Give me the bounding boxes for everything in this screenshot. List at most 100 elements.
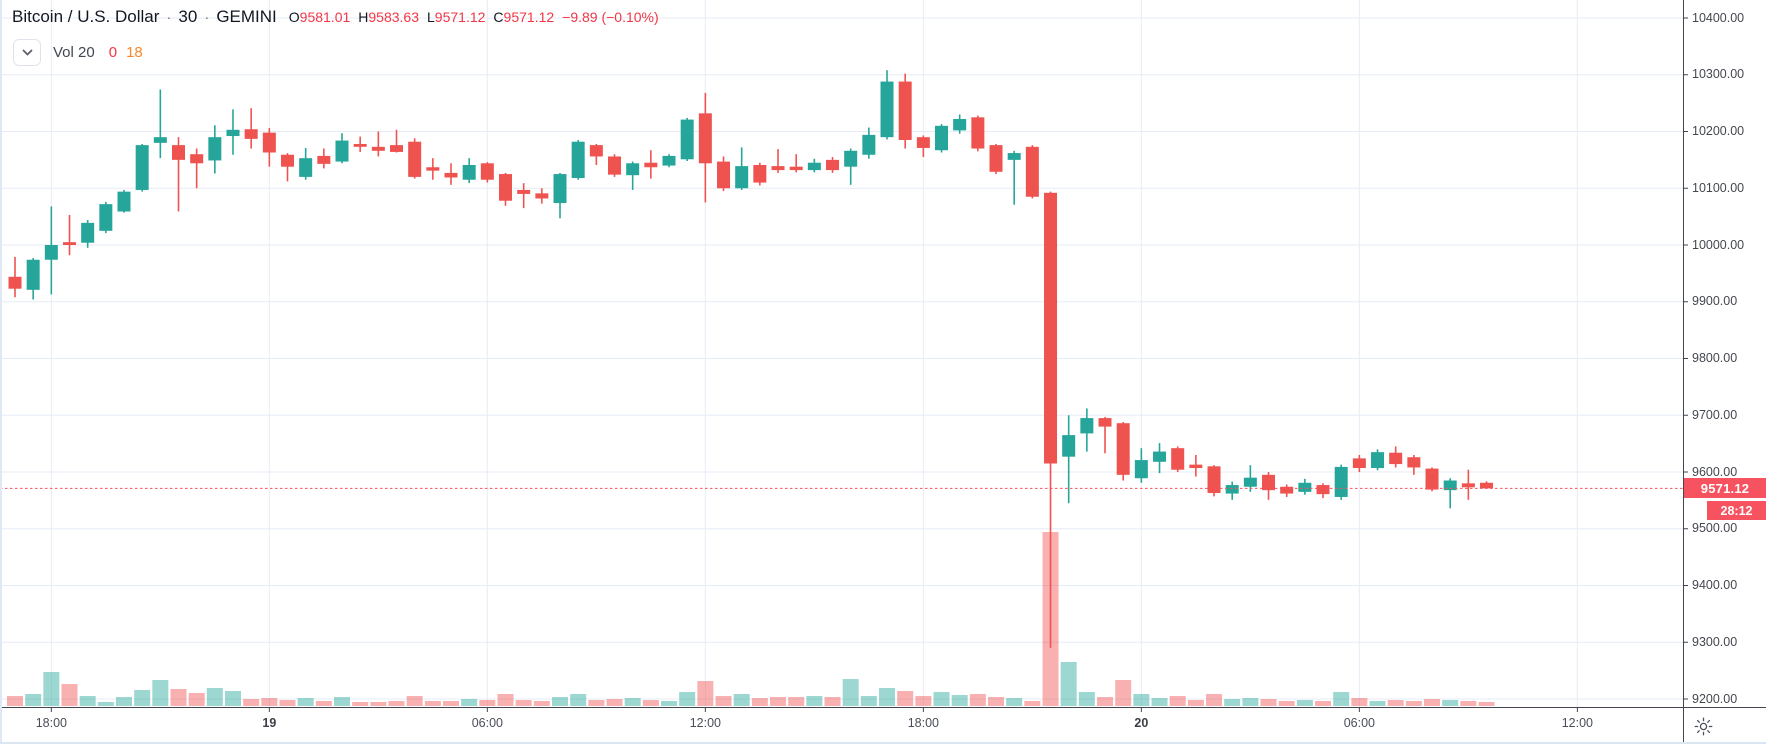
price-axis[interactable]: 10400.00 10300.00 10200.00 10100.00 10000.00… [1684, 0, 1766, 707]
volume-bar [315, 701, 332, 706]
time-axis-label: 18:00 [907, 716, 939, 730]
indicator-legend: Vol 20 0 18 [13, 39, 143, 66]
volume-bar [188, 693, 205, 706]
volume-bar [1206, 694, 1223, 706]
volume-bar [552, 697, 569, 706]
time-axis-label-day: 20 [1134, 716, 1149, 730]
session-settings-button[interactable] [1690, 713, 1716, 739]
volume-bar [424, 701, 441, 706]
price-axis-label: 9800.00 [1692, 351, 1738, 365]
price-axis-label: 9700.00 [1692, 407, 1738, 422]
collapse-indicator-button[interactable] [13, 39, 41, 66]
time-axis-label: 12:00 [689, 716, 721, 730]
candle-body [953, 119, 967, 131]
volume-bar [1296, 700, 1313, 706]
volume-bar [279, 700, 296, 706]
volume-bar [479, 700, 496, 706]
volume-bar [388, 701, 405, 706]
volume-bar [1097, 697, 1114, 706]
volume-bar [515, 700, 532, 706]
candle-body [462, 164, 476, 180]
volume-bar [733, 694, 750, 706]
candle-body [898, 81, 912, 141]
candle-body [735, 166, 749, 189]
volume-bar [1187, 700, 1204, 706]
close-value: 9571.12 [503, 9, 555, 25]
volume-bar [969, 694, 986, 706]
candle-body [208, 137, 222, 161]
volume-indicator-label[interactable]: Vol 20 [53, 44, 95, 61]
candle-body [8, 276, 22, 289]
volume-bar [170, 689, 187, 706]
high-label: H [358, 9, 369, 25]
volume-bar [788, 697, 805, 706]
high-value: 9583.63 [368, 9, 419, 25]
price-axis-label: 9300.00 [1692, 634, 1738, 649]
volume-bar [406, 696, 423, 706]
volume-bar [1169, 696, 1186, 706]
interval-value[interactable]: 30 [178, 7, 198, 26]
candle-body [499, 174, 513, 201]
candle-body [1425, 468, 1439, 490]
candle-body [880, 81, 894, 138]
candle-body [1389, 452, 1403, 465]
candle-body [244, 129, 258, 139]
exchange-name[interactable]: GEMINI [216, 7, 277, 26]
candle-body [1171, 448, 1185, 470]
candle-body [1371, 452, 1385, 469]
candle-body [299, 158, 313, 177]
volume-bar [116, 697, 133, 706]
candle-body [1334, 466, 1348, 497]
volume-bar [1078, 692, 1095, 706]
chevron-down-icon [22, 49, 32, 56]
pane-left-edge [0, 0, 2, 744]
volume-bar [497, 694, 514, 706]
candle-body [426, 167, 440, 171]
volume-bar [43, 672, 60, 706]
candle-body [517, 189, 531, 194]
volume-bar [860, 696, 877, 706]
candle-body [317, 155, 331, 164]
axis-corner [1684, 708, 1766, 744]
volume-bar [261, 698, 278, 706]
candle-body [1461, 483, 1475, 488]
candle-body [153, 137, 167, 143]
volume-bar [1024, 701, 1041, 706]
candle-body [571, 141, 585, 179]
open-label: O [288, 9, 300, 25]
candle-body [589, 145, 603, 157]
price-axis-label: 9600.00 [1692, 464, 1738, 479]
candle-body [626, 163, 640, 176]
volume-bar [1260, 699, 1277, 706]
volume-bar [370, 702, 387, 706]
candle-body [1225, 485, 1239, 494]
open-value: 9581.01 [299, 9, 351, 25]
candle-body [1098, 418, 1112, 427]
time-axis-label: 18:00 [35, 716, 67, 730]
candle-body [971, 117, 985, 149]
last-price-badge[interactable]: 9571.12 [1684, 478, 1766, 499]
volume-bar [824, 697, 841, 706]
candle-body [117, 191, 131, 212]
candle-body [644, 162, 658, 168]
candle-body [935, 125, 949, 151]
volume-bar [661, 701, 678, 706]
candle-body [371, 146, 385, 151]
volume-bar [715, 696, 732, 706]
volume-bar [1315, 701, 1332, 706]
candle-body [1116, 423, 1130, 475]
low-label: L [427, 9, 435, 25]
price-axis-label: 9900.00 [1692, 294, 1738, 309]
time-axis[interactable]: 18:00 19 06:00 12:00 18:00 20 06:00 12:00 [0, 708, 1683, 744]
candle-body [553, 174, 567, 204]
candle-body [1153, 451, 1167, 462]
volume-bar [297, 698, 314, 706]
volume-bar [770, 697, 787, 706]
symbol-title[interactable]: Bitcoin / U.S. Dollar [12, 7, 160, 26]
candle-body [1262, 474, 1276, 491]
volume-bar [443, 701, 460, 706]
volume-bar [97, 702, 114, 706]
candle-body [1134, 460, 1148, 479]
